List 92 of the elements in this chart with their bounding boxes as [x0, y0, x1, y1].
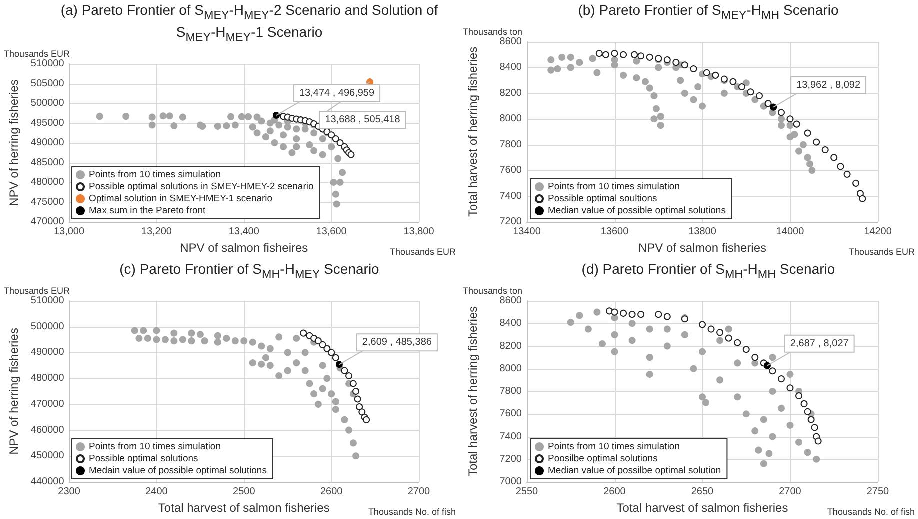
legend-label: Possible optimal solutions: [89, 454, 199, 464]
y-tick-label: 485000: [30, 157, 65, 168]
legend-label: Max sum in the Pareto front: [89, 206, 206, 216]
y-tick-label: 500000: [30, 321, 65, 332]
x-tick-label: 2550: [516, 486, 539, 498]
x-axis-title: Total harvest of salmon fisheries: [616, 501, 788, 515]
y-tick-label: 7800: [500, 386, 522, 397]
y-tick-label: 8600: [500, 36, 522, 48]
y-tick-label: 7200: [500, 454, 522, 465]
text: Thousands EUR: [390, 247, 456, 257]
y-tick-label: 7800: [500, 139, 522, 150]
x-tick-label: 2600: [320, 486, 344, 498]
x-tick-label: 2500: [233, 486, 256, 498]
annotation: 2,687 , 8,027: [790, 338, 850, 350]
y-tick-label: 7600: [500, 408, 522, 420]
x-axis-title: Total harvest of salmon fisheries: [158, 501, 330, 515]
legend-label: Poosilbe optimal solutions: [548, 454, 658, 464]
y-tick-label: 510000: [30, 58, 65, 70]
y-tick-label: 7000: [500, 476, 522, 488]
y-tick-label: 8600: [500, 296, 522, 306]
y-tick-label: 460000: [30, 424, 65, 436]
y-tick-label: 480000: [30, 373, 65, 384]
y-axis-title: NPV of herring fisheries: [7, 80, 21, 206]
x-tick-label: 13,400: [228, 226, 260, 238]
y-tick-label: 490000: [30, 347, 65, 358]
legend-label: Median value of possilbe optimal solution: [548, 466, 722, 476]
x-tick-label: 2600: [604, 486, 626, 498]
legend-label: Median value of possible optimal solutions: [548, 206, 726, 216]
y-tick-label: 480000: [30, 177, 65, 188]
chart-title: (b) Pareto Frontier of S$_{MEY}$-H$_{MH}$ Scenario: [577, 2, 840, 24]
annotation: 2,609 , 485,386: [362, 337, 432, 348]
legend-label: Possible optimal soultions: [548, 194, 658, 204]
y-tick-label: 490000: [30, 138, 65, 148]
legend-label: Points from 10 times simulation: [89, 442, 221, 452]
legend-label: Points from 10 times simulation: [548, 442, 680, 452]
y-tick-label: 8000: [500, 363, 522, 374]
text: Thousands No. of fish: [827, 507, 915, 517]
y-tick-label: 8400: [500, 62, 522, 74]
y-tick-label: 500000: [30, 98, 65, 109]
x-axis-title: NPV of salmon fisheires: [180, 241, 308, 255]
legend-label: Optimal solution in SMEY-HMEY-1 scenario: [89, 194, 273, 204]
legend-label: Medain value of possible optimal solutions: [89, 466, 268, 476]
y-tick-label: 510000: [30, 296, 65, 306]
x-tick-label: 2400: [146, 486, 168, 498]
y-tick-label: 470000: [30, 216, 65, 228]
text: Thousands EUR: [848, 247, 915, 257]
annotation: 13,474 , 496,959: [299, 88, 375, 100]
x-tick-label: 13,000: [54, 226, 85, 238]
y-tick-label: 440000: [30, 476, 65, 488]
y-tick-label: 8000: [500, 114, 522, 125]
chart-title: (c) Pareto Frontier of S$_{MH}$-H$_{MEY}$ Scenario: [118, 261, 380, 283]
y-tick-label: 495000: [30, 118, 65, 129]
x-tick-label: 13,200: [141, 226, 172, 238]
x-tick-label: 14200: [864, 226, 892, 238]
y-axis-title: Total harvest of herring fisheries: [466, 306, 480, 477]
y-tick-label: 450000: [30, 450, 65, 462]
annotation: 13,688 , 505,418: [325, 114, 401, 126]
y-axis-title: Total harvest of herring fisheries: [466, 46, 480, 218]
x-tick-label: 13600: [600, 226, 630, 238]
x-tick-label: 13,800: [404, 226, 435, 238]
x-tick-label: 14000: [776, 226, 805, 238]
text: Thousands No. of fish: [368, 507, 456, 517]
annotation: 13,962 , 8,092: [796, 80, 861, 91]
y-tick-label: 7600: [500, 165, 522, 176]
text: Thousands ton: [463, 27, 523, 37]
text: Thousands EUR: [4, 49, 70, 59]
y-tick-label: 7400: [500, 190, 522, 202]
legend-label: Points from 10 times simulation: [548, 182, 680, 192]
chart-title: (a) Pareto Frontier of S$_{MEY}$-H$_{MEY}$-2 Scenario and Solution of S$_{MEY}$-H$_{MEY}$-1 Scenario: [60, 2, 438, 44]
x-tick-label: 2700: [779, 486, 802, 498]
y-tick-label: 8200: [500, 88, 522, 99]
y-tick-label: 470000: [30, 398, 65, 410]
x-tick-label: 13400: [513, 226, 542, 238]
y-tick-label: 475000: [30, 196, 65, 208]
x-tick-label: 2750: [866, 486, 890, 498]
text: Thousands ton: [463, 286, 523, 296]
x-tick-label: 13,600: [316, 226, 348, 238]
chart-title: (d) Pareto Frontier of S$_{MH}$-H$_{MH}$ Scenario: [580, 261, 836, 283]
x-tick-label: 2300: [58, 486, 81, 498]
y-tick-label: 505000: [30, 78, 65, 90]
x-tick-label: 13800: [688, 226, 717, 238]
y-tick-label: 8400: [500, 318, 522, 330]
x-tick-label: 2650: [691, 486, 714, 498]
x-axis-title: NPV of salmon fisheries: [638, 241, 767, 255]
y-tick-label: 7200: [500, 216, 522, 228]
text: Thousands EUR: [4, 286, 70, 296]
legend-label: Possible optimal solutions in SMEY-HMEY-2 scenario: [89, 182, 314, 192]
x-tick-label: 2700: [408, 486, 431, 498]
y-tick-label: 8200: [500, 340, 522, 352]
y-tick-label: 7400: [500, 431, 522, 442]
y-axis-title: NPV of herring fisheries: [7, 328, 21, 455]
legend-label: Points from 10 times simulation: [89, 170, 221, 180]
